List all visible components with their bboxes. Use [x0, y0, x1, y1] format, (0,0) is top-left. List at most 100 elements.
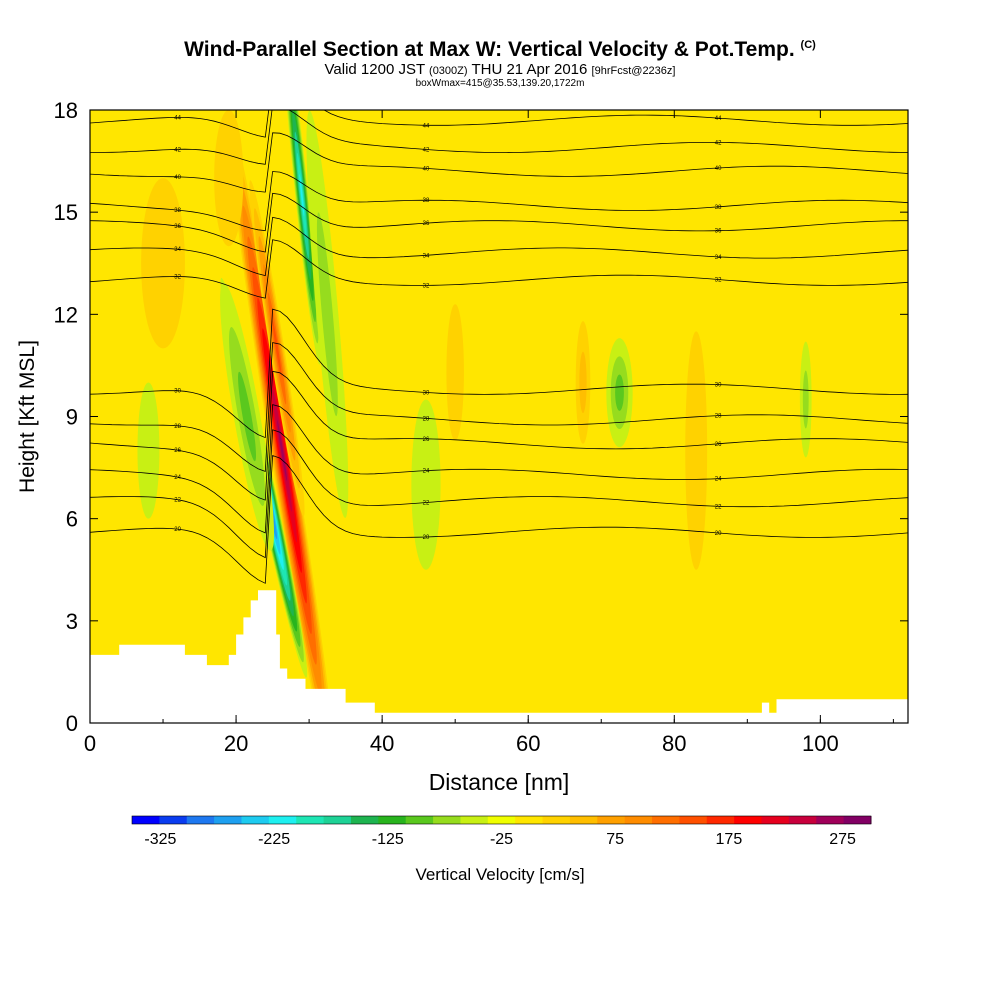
colorbar-tick-label: -25 [490, 831, 513, 848]
theta-label: 22 [423, 501, 430, 507]
theta-label: 20 [174, 527, 181, 533]
theta-label: 20 [423, 535, 430, 541]
colorbar-swatch [460, 816, 489, 824]
colorbar-frame [131, 815, 872, 825]
colorbar-swatch [159, 816, 188, 824]
w-feature [214, 110, 244, 247]
theta-label: 26 [715, 442, 722, 448]
colorbar-tick-label: -125 [372, 831, 404, 848]
y-tick-label: 9 [66, 405, 78, 430]
colorbar-tick-label: -225 [258, 831, 290, 848]
theta-label: 20 [715, 531, 722, 537]
colorbar-swatch [788, 816, 817, 824]
colorbar-swatch [323, 816, 352, 824]
theta-label: 28 [174, 424, 181, 430]
x-tick-label: 100 [802, 731, 839, 756]
w-band [214, 110, 244, 247]
theta-label: 44 [174, 115, 181, 121]
theta-label: 42 [174, 147, 181, 153]
x-tick-label: 20 [224, 731, 248, 756]
w-feature [411, 399, 441, 570]
theta-label: 36 [715, 229, 722, 235]
theta-label: 38 [174, 208, 181, 214]
theta-label: 28 [715, 414, 722, 420]
colorbar-swatch [487, 816, 516, 824]
w-band [615, 374, 624, 411]
theta-label: 26 [174, 448, 181, 454]
theta-contour [90, 308, 908, 439]
x-tick-label: 80 [662, 731, 686, 756]
chart-box-info: boxWmax=415@35.53,139.20,1722m [415, 78, 585, 89]
theta-labels: 20 20 20 22 22 22 24 24 24 26 26 26 28 28 28 30 30 30 32 32… [174, 115, 722, 541]
colorbar-tick-label: 275 [829, 831, 856, 848]
colorbar-swatch [241, 816, 270, 824]
w-feature [799, 341, 812, 458]
x-axis-label: Distance [nm] [429, 769, 570, 795]
theta-contour [90, 132, 908, 193]
terrain [90, 590, 908, 723]
theta-contour [90, 342, 908, 472]
w-feature [249, 180, 305, 517]
w-feature [606, 338, 633, 448]
w-band [272, 320, 282, 377]
colorbar-swatch [734, 816, 763, 824]
colorbar-swatch [378, 816, 407, 824]
chart-title: Wind-Parallel Section at Max W: Vertical… [184, 38, 816, 61]
w-band [137, 382, 160, 519]
theta-contour [90, 404, 908, 534]
theta-label: 24 [174, 475, 181, 481]
colorbar-swatch [843, 816, 872, 824]
theta-contour [90, 192, 908, 253]
y-tick-label: 3 [66, 609, 78, 634]
theta-label: 30 [174, 389, 181, 395]
colorbar-swatch [268, 816, 297, 824]
vertical-velocity-field: 20 20 20 22 22 22 24 24 24 26 26 26 28 28 28 30 30 30 32 32… [90, 110, 908, 723]
theta-label: 30 [715, 383, 722, 389]
theta-contour [90, 370, 908, 501]
w-feature [685, 331, 708, 570]
colorbar-swatch [542, 816, 571, 824]
theta-label: 36 [423, 221, 430, 227]
y-tick-label: 0 [66, 711, 78, 736]
theta-label: 40 [423, 166, 430, 172]
theta-contour [90, 454, 908, 584]
w-band [299, 173, 305, 217]
colorbar-swatch [597, 816, 626, 824]
theta-label: 24 [423, 469, 430, 475]
colorbar-swatch [186, 816, 215, 824]
theta-label: 40 [174, 175, 181, 181]
theta-label: 40 [715, 166, 722, 172]
theta-label: 22 [174, 498, 181, 504]
theta-contour [90, 171, 908, 232]
w-feature [227, 114, 337, 723]
theta-contour [90, 216, 908, 277]
theta-label: 38 [715, 205, 722, 211]
y-tick-label: 12 [54, 302, 78, 327]
plot-area: 20 20 20 22 22 22 24 24 24 26 26 26 28 28 28 30 30 30 32 32… [90, 110, 908, 723]
theta-label: 42 [423, 147, 430, 153]
w-band [238, 371, 257, 462]
w-feature [137, 382, 160, 519]
colorbar: -325 -225 -125 -25 75 175 275 Vertical Velocity… [131, 815, 872, 884]
colorbar-tick-label: 75 [606, 831, 624, 848]
theta-label: 36 [174, 224, 181, 230]
y-tick-label: 15 [54, 200, 78, 225]
colorbar-swatch [515, 816, 544, 824]
theta-label: 34 [174, 247, 181, 253]
colorbar-swatch [433, 816, 461, 824]
w-band [446, 304, 464, 441]
theta-label: 26 [423, 437, 430, 443]
y-tick-label: 18 [54, 98, 78, 123]
theta-contour [90, 429, 908, 559]
w-band [141, 178, 185, 349]
theta-label: 24 [715, 477, 722, 483]
theta-label: 28 [423, 416, 430, 422]
theta-label: 42 [715, 140, 722, 146]
theta-label: 34 [423, 253, 430, 259]
w-feature [220, 282, 274, 551]
theta-label: 38 [423, 198, 430, 204]
w-band [802, 370, 809, 429]
colorbar-swatch [350, 816, 379, 824]
colorbar-swatch [132, 816, 160, 824]
